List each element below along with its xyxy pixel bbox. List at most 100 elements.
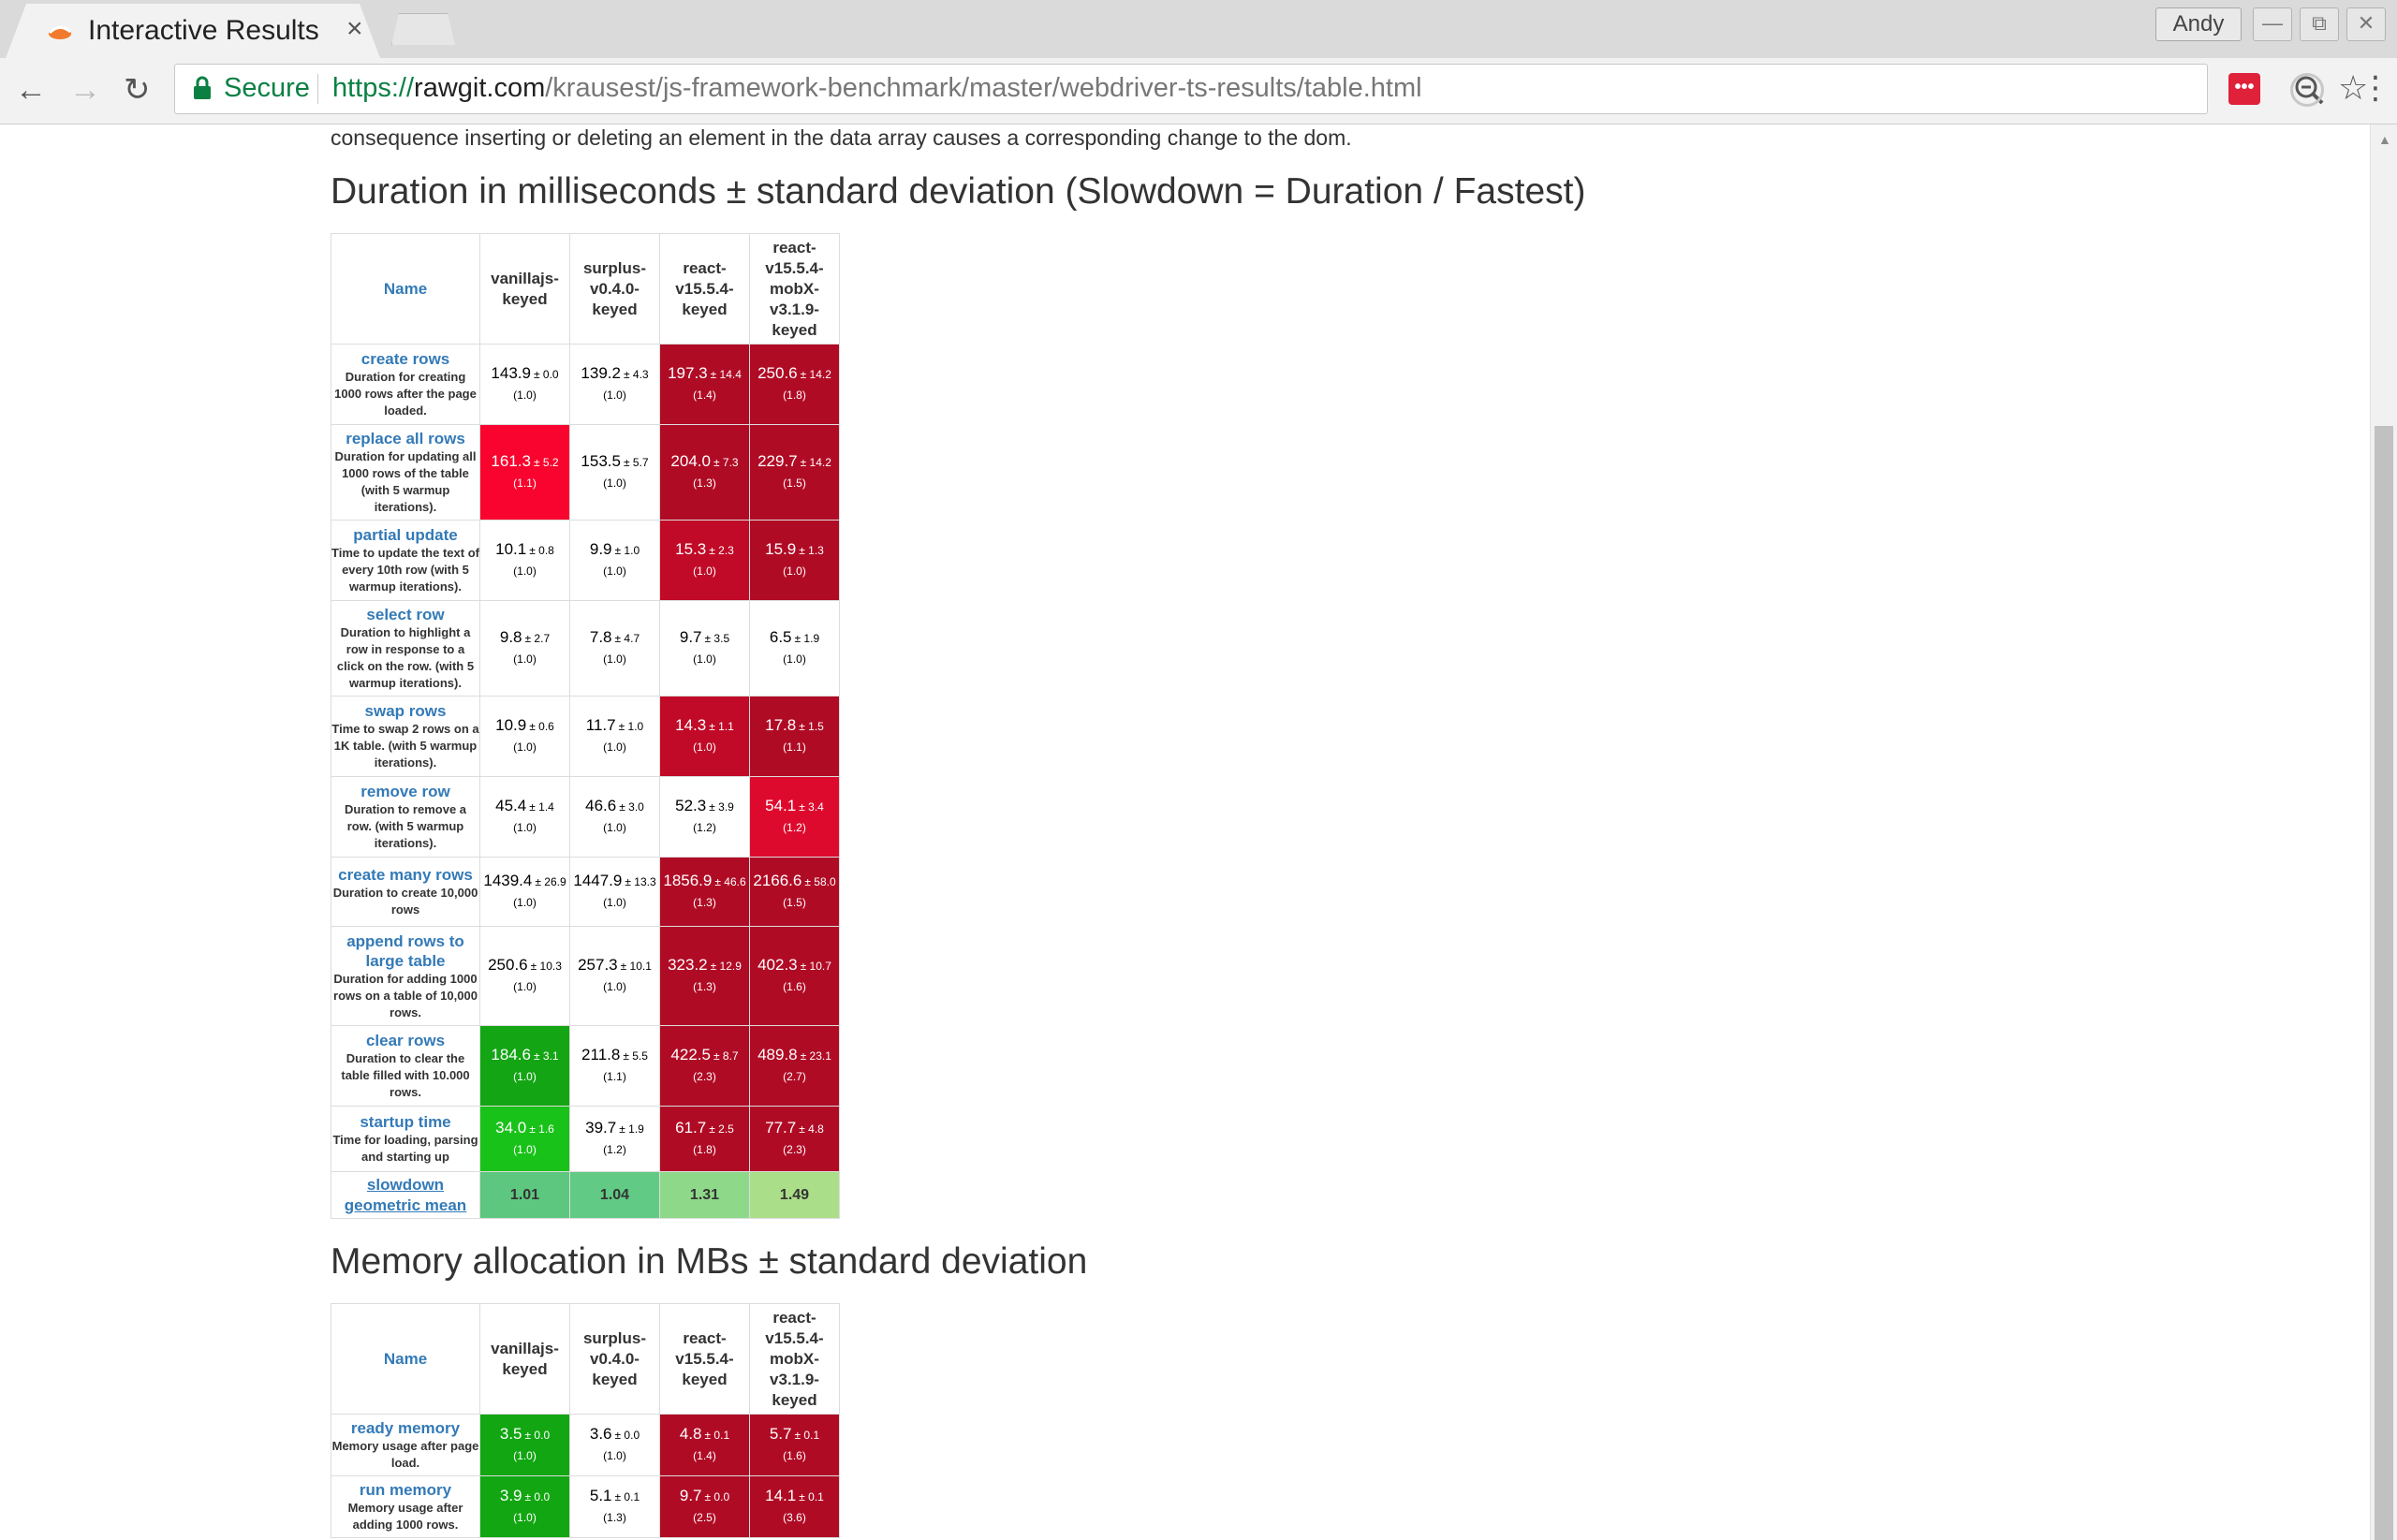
benchmark-name[interactable]: create many rows [338,866,473,884]
memory-title: Memory allocation in MBs ± standard devi… [331,1241,1088,1282]
benchmark-row: ready memory Memory usage after page load… [331,1414,840,1476]
result-cell: 39.7 ± 1.9 (1.2) [569,1106,660,1172]
benchmark-name-cell: swap rows Time to swap 2 rows on a 1K tab… [331,696,480,777]
browser-tab[interactable]: Interactive Results × [6,4,380,58]
mean-value: 257.3 [578,956,618,974]
framework-header[interactable]: react-v15.5.4-keyed [659,233,750,345]
name-header[interactable]: Name [331,233,480,345]
menu-icon[interactable]: ⋮ [2360,70,2391,106]
mean-value: 39.7 [585,1119,617,1137]
result-cell: 9.9 ± 1.0 (1.0) [569,520,660,601]
benchmark-name[interactable]: run memory [359,1481,452,1499]
std-deviation: ± 0.0 [524,1429,551,1442]
framework-header[interactable]: surplus-v0.4.0-keyed [569,1303,660,1415]
std-deviation: ± 5.2 [533,456,559,469]
geometric-mean-name-cell: slowdown geometric mean [331,1171,480,1219]
framework-header[interactable]: surplus-v0.4.0-keyed [569,233,660,345]
geometric-mean-link[interactable]: geometric mean [344,1195,467,1214]
std-deviation: ± 12.9 [710,960,742,973]
slowdown-factor: (1.1) [783,741,806,754]
benchmark-name-cell: replace all rows Duration for updating al… [331,424,480,521]
slowdown-factor: (1.0) [513,821,537,834]
benchmark-name[interactable]: replace all rows [346,430,465,447]
minimize-icon[interactable]: — [2253,7,2292,41]
mean-value: 46.6 [585,797,617,814]
result-cell: 1856.9 ± 46.6 (1.3) [659,857,750,927]
mean-value: 14.3 [675,716,707,734]
benchmark-name[interactable]: startup time [360,1113,451,1131]
benchmark-name[interactable]: ready memory [350,1419,461,1437]
result-cell: 139.2 ± 4.3 (1.0) [569,344,660,425]
mean-value: 1447.9 [573,872,623,889]
slowdown-factor: (1.3) [693,980,716,993]
vertical-scrollbar[interactable]: ▲ [2370,125,2397,1540]
benchmark-name-cell: create rows Duration for creating 1000 ro… [331,344,480,425]
mean-value: 52.3 [675,797,707,814]
url-protocol: https:// [332,73,415,103]
extension-icon[interactable]: ••• [2228,73,2260,105]
new-tab-button[interactable] [391,13,455,45]
result-cell: 204.0 ± 7.3 (1.3) [659,424,750,521]
result-cell: 15.9 ± 1.3 (1.0) [749,520,840,601]
result-cell: 3.9 ± 0.0 (1.0) [479,1475,570,1538]
extension-circle-icon[interactable] [2290,73,2324,107]
result-cell: 489.8 ± 23.1 (2.7) [749,1025,840,1107]
framework-header[interactable]: vanillajs-keyed [479,233,570,345]
std-deviation: ± 1.0 [618,720,644,733]
benchmark-name[interactable]: remove row [360,783,450,800]
restore-icon[interactable]: ⧉ [2300,7,2339,41]
result-cell: 9.8 ± 2.7 (1.0) [479,600,570,697]
mean-value: 7.8 [589,628,612,646]
back-icon[interactable]: ← [15,72,47,108]
benchmark-row: partial update Time to update the text of… [331,520,840,601]
slowdown-factor: (1.0) [603,565,626,578]
mean-value: 11.7 [585,716,616,734]
std-deviation: ± 58.0 [804,875,836,888]
benchmark-name[interactable]: clear rows [365,1032,446,1049]
framework-header[interactable]: vanillajs-keyed [479,1303,570,1415]
mean-value: 184.6 [491,1046,531,1063]
scroll-up-icon[interactable]: ▲ [2378,132,2391,147]
duration-title: Duration in milliseconds ± standard devi… [331,171,1586,212]
mean-value: 3.6 [589,1425,612,1443]
benchmark-row: append rows to large table Duration for a… [331,926,840,1026]
scrollbar-thumb[interactable] [2375,426,2393,1540]
address-bar[interactable]: Secure https://rawgit.com/krausest/js-fr… [174,64,2368,114]
benchmark-name-cell: clear rows Duration to clear the table fi… [331,1025,480,1107]
std-deviation: ± 0.8 [529,544,554,557]
framework-header[interactable]: react-v15.5.4-mobX-v3.1.9-keyed [749,1303,840,1415]
url-text[interactable]: https://rawgit.com/krausest/js-framework… [332,73,1422,104]
mean-value: 489.8 [757,1046,798,1063]
slowdown-factor: (1.1) [513,477,537,490]
geometric-mean-value: 1.04 [569,1171,660,1219]
benchmark-name[interactable]: swap rows [364,702,447,720]
secure-label: Secure [224,73,310,103]
benchmark-name[interactable]: partial update [353,526,458,544]
tab-close-icon[interactable]: × [346,13,363,44]
mean-value: 15.9 [765,540,797,558]
result-cell: 3.5 ± 0.0 (1.0) [479,1414,570,1476]
mean-value: 1856.9 [663,872,713,889]
star-icon[interactable]: ☆ [2338,68,2369,107]
framework-header[interactable]: react-v15.5.4-keyed [659,1303,750,1415]
slowdown-factor: (1.0) [603,980,626,993]
framework-header[interactable]: react-v15.5.4-mobX-v3.1.9-keyed [749,233,840,345]
std-deviation: ± 13.3 [625,875,656,888]
benchmark-description: Memory usage after page load. [331,1439,479,1470]
benchmark-description: Duration to clear the table filled with … [341,1051,470,1099]
geometric-mean-link[interactable]: slowdown [366,1175,445,1194]
benchmark-name-cell: run memory Memory usage after adding 1000… [331,1475,480,1538]
reload-icon[interactable]: ↻ [124,72,151,108]
slowdown-factor: (2.5) [693,1511,716,1524]
mean-value: 61.7 [675,1119,707,1137]
benchmark-name[interactable]: create rows [360,350,450,368]
benchmark-name[interactable]: append rows to large table [346,931,464,970]
result-cell: 14.1 ± 0.1 (3.6) [749,1475,840,1538]
close-window-icon[interactable]: ✕ [2346,7,2386,41]
benchmark-name[interactable]: select row [366,606,445,623]
profile-button[interactable]: Andy [2155,7,2242,41]
forward-icon[interactable]: → [69,72,101,108]
name-header[interactable]: Name [331,1303,480,1415]
std-deviation: ± 46.6 [714,875,746,888]
result-cell: 257.3 ± 10.1 (1.0) [569,926,660,1026]
